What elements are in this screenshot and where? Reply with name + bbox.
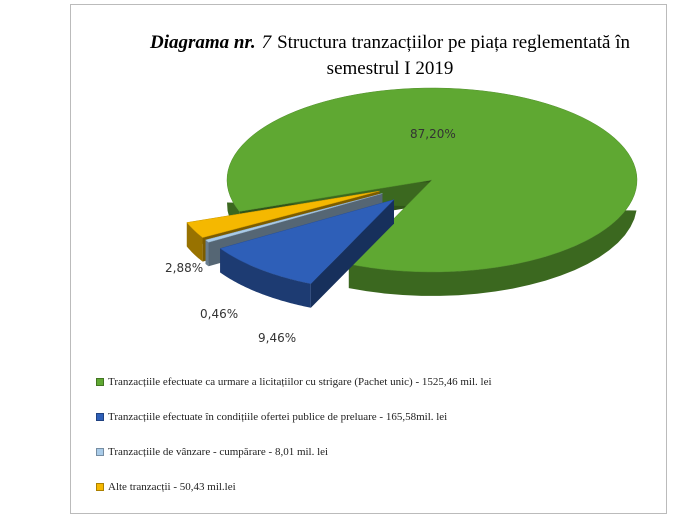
- legend-item: Tranzacțiile de vânzare - cumpărare - 8,…: [96, 446, 328, 458]
- slice-side: [220, 248, 311, 308]
- data-label: 9,46%: [258, 331, 296, 345]
- data-label: 0,46%: [200, 307, 238, 321]
- legend-swatch: [96, 448, 104, 456]
- data-label: 2,88%: [165, 261, 203, 275]
- legend-label: Tranzacțiile efectuate ca urmare a licit…: [108, 376, 492, 388]
- figure-number: 7: [261, 32, 272, 53]
- slice-side: [186, 222, 203, 262]
- slice: [226, 87, 638, 273]
- title-text: Structura tranzacțiilor pe piața regleme…: [277, 32, 630, 79]
- legend-label: Tranzacțiile de vânzare - cumpărare - 8,…: [108, 446, 329, 458]
- legend-label: Alte tranzacții - 50,43 mil.lei: [108, 481, 236, 493]
- chart-title: Diagrama nr. 7 Structura tranzacțiilor pe …: [120, 30, 660, 82]
- legend-item: Alte tranzacții - 50,43 mil.lei: [96, 481, 236, 493]
- legend-swatch: [96, 483, 104, 491]
- legend-item: Tranzacțiile efectuate în condițiile ofe…: [96, 411, 447, 423]
- figure-label: Diagrama nr.: [149, 32, 256, 53]
- slice: [204, 193, 383, 243]
- slice: [219, 199, 395, 285]
- legend-label: Tranzacțiile efectuate în condițiile ofe…: [108, 411, 448, 423]
- slice-side: [205, 239, 209, 267]
- legend-swatch: [96, 413, 104, 421]
- legend-swatch: [96, 378, 104, 386]
- data-label: 87,20%: [410, 127, 456, 141]
- legend-item: Tranzacțiile efectuate ca urmare a licit…: [96, 376, 492, 388]
- slice: [186, 190, 380, 238]
